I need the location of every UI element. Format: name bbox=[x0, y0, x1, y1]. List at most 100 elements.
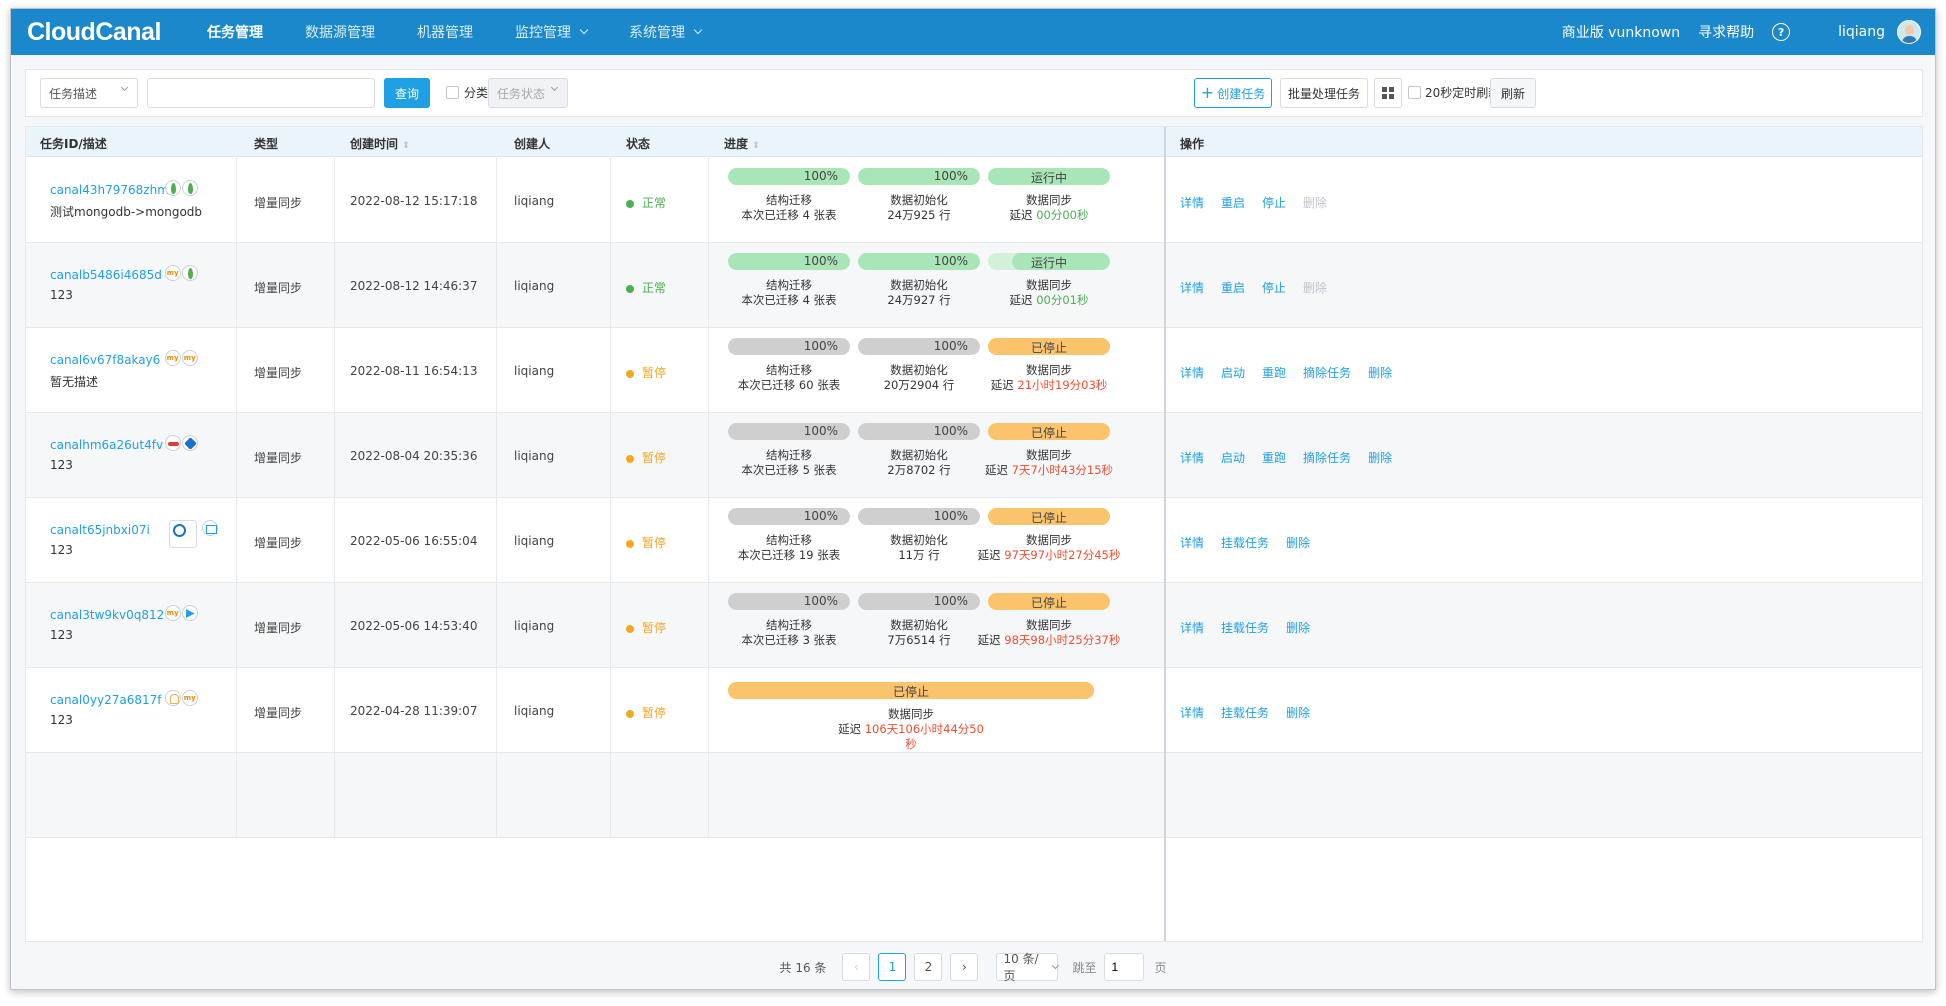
page-1-button[interactable]: 1 bbox=[878, 953, 907, 981]
action-2[interactable]: 重跑 bbox=[1262, 451, 1287, 465]
row-actions: 详情 启动 重跑 摘除任务 删除 bbox=[1180, 449, 1392, 466]
task-type: 增量同步 bbox=[254, 536, 303, 550]
action-0[interactable]: 详情 bbox=[1180, 366, 1205, 380]
delay-label: 延迟 bbox=[977, 633, 1001, 647]
action-1[interactable]: 挂载任务 bbox=[1221, 536, 1270, 550]
status-badge: 暂停 bbox=[626, 449, 666, 466]
header-created[interactable]: 创建时间 ⇕ bbox=[350, 135, 410, 152]
sync-progress-bar: 运行中 bbox=[988, 168, 1110, 185]
action-0[interactable]: 详情 bbox=[1180, 281, 1205, 295]
pagination: 共 16 条 ‹ 1 2 › 10 条/页 跳至 页 bbox=[11, 944, 1935, 989]
action-1[interactable]: 重启 bbox=[1221, 196, 1246, 210]
action-4[interactable]: 删除 bbox=[1368, 451, 1393, 465]
task-creator: liqiang bbox=[514, 449, 555, 463]
sync-name: 数据同步 bbox=[1026, 533, 1072, 547]
search-input[interactable] bbox=[147, 78, 375, 108]
struct-percent: 100% bbox=[803, 339, 838, 353]
action-2[interactable]: 删除 bbox=[1286, 706, 1311, 720]
status-dot bbox=[626, 200, 634, 208]
task-id-link[interactable]: canal3tw9kv0q812 bbox=[50, 608, 165, 622]
action-0[interactable]: 详情 bbox=[1180, 451, 1205, 465]
prev-page-button[interactable]: ‹ bbox=[842, 953, 871, 981]
status-text: 暂停 bbox=[642, 366, 667, 380]
task-id-link[interactable]: canal0yy27a6817f bbox=[50, 693, 162, 707]
table-row: canalb5486i4685d 123 增量同步 2022-08-12 14:46:… bbox=[26, 243, 1922, 328]
batch-process-button[interactable]: 批量处理任务 bbox=[1280, 78, 1368, 108]
task-id-link[interactable]: canalhm6a26ut4fv bbox=[50, 438, 164, 452]
action-2[interactable]: 删除 bbox=[1286, 621, 1311, 635]
struct-name: 结构迁移 bbox=[766, 533, 812, 547]
column-divider bbox=[236, 498, 237, 582]
task-id-link[interactable]: canalb5486i4685d bbox=[50, 268, 162, 282]
field-select[interactable]: 任务描述 bbox=[40, 78, 138, 108]
action-2[interactable]: 停止 bbox=[1262, 281, 1287, 295]
header-progress[interactable]: 进度 ⇕ bbox=[724, 135, 760, 152]
action-3[interactable]: 摘除任务 bbox=[1303, 366, 1352, 380]
action-0[interactable]: 详情 bbox=[1180, 621, 1205, 635]
struct-progress-bar: 100% bbox=[728, 338, 850, 355]
help-icon[interactable]: ? bbox=[1772, 23, 1791, 41]
status-select[interactable]: 任务状态 bbox=[488, 78, 568, 108]
task-creator: liqiang bbox=[514, 194, 555, 208]
action-1[interactable]: 挂载任务 bbox=[1221, 621, 1270, 635]
nav-item-4[interactable]: 系统管理 bbox=[629, 22, 703, 42]
auto-refresh-checkbox[interactable] bbox=[1408, 86, 1421, 99]
struct-percent: 100% bbox=[803, 254, 838, 268]
user-name[interactable]: liqiang bbox=[1838, 24, 1885, 40]
action-1[interactable]: 启动 bbox=[1221, 366, 1246, 380]
action-2[interactable]: 删除 bbox=[1286, 536, 1311, 550]
help-link[interactable]: 寻求帮助 bbox=[1698, 25, 1755, 41]
action-1[interactable]: 启动 bbox=[1221, 451, 1246, 465]
action-0[interactable]: 详情 bbox=[1180, 196, 1205, 210]
next-page-button[interactable]: › bbox=[950, 953, 979, 981]
nav-item-0[interactable]: 任务管理 bbox=[207, 22, 263, 42]
column-divider bbox=[236, 328, 237, 412]
query-button[interactable]: 查询 bbox=[384, 78, 430, 108]
struct-label: 结构迁移 本次已迁移 4 张表 bbox=[714, 278, 864, 308]
table-row: canal3tw9kv0q812 123 增量同步 2022-05-06 14:53:… bbox=[26, 583, 1922, 668]
task-created: 2022-05-06 16:55:04 bbox=[350, 534, 478, 548]
grid-view-button[interactable] bbox=[1374, 78, 1402, 108]
nav-item-3[interactable]: 监控管理 bbox=[515, 22, 589, 42]
avatar[interactable] bbox=[1897, 20, 1921, 44]
sync-label: 数据同步 延迟 98天98小时25分37秒 bbox=[974, 618, 1124, 648]
header-progress-label: 进度 bbox=[724, 137, 749, 151]
status-badge: 正常 bbox=[626, 279, 666, 296]
action-3[interactable]: 摘除任务 bbox=[1303, 451, 1352, 465]
nav-item-2[interactable]: 机器管理 bbox=[417, 22, 473, 42]
task-id-link[interactable]: canal43h79768zhm bbox=[50, 183, 169, 197]
status-dot bbox=[626, 625, 634, 633]
task-id-link[interactable]: canalt65jnbxi07i bbox=[50, 523, 150, 537]
action-3[interactable]: 删除 bbox=[1303, 281, 1328, 295]
init-detail: 11万 行 bbox=[898, 548, 940, 562]
action-3[interactable]: 删除 bbox=[1303, 196, 1328, 210]
column-divider bbox=[610, 413, 611, 497]
action-1[interactable]: 重启 bbox=[1221, 281, 1246, 295]
init-progress-fill bbox=[858, 423, 980, 440]
action-0[interactable]: 详情 bbox=[1180, 706, 1205, 720]
struct-label: 结构迁移 本次已迁移 5 张表 bbox=[714, 448, 864, 478]
chevron-down-icon bbox=[550, 83, 559, 92]
jump-input[interactable] bbox=[1104, 953, 1145, 981]
nav-item-label: 机器管理 bbox=[417, 25, 473, 41]
page-size-value: 10 条/页 bbox=[1003, 952, 1039, 983]
page-size-select[interactable]: 10 条/页 bbox=[996, 952, 1059, 983]
sync-label: 数据同步 延迟 106天106小时44分50秒 bbox=[836, 707, 986, 752]
action-2[interactable]: 停止 bbox=[1262, 196, 1287, 210]
pager-total: 共 16 条 bbox=[779, 960, 827, 975]
status-dot bbox=[626, 285, 634, 293]
column-divider bbox=[496, 583, 497, 667]
action-4[interactable]: 删除 bbox=[1368, 366, 1393, 380]
refresh-button[interactable]: 刷新 bbox=[1490, 78, 1536, 108]
init-progress-bar: 100% bbox=[858, 508, 980, 525]
task-creator: liqiang bbox=[514, 279, 555, 293]
action-1[interactable]: 挂载任务 bbox=[1221, 706, 1270, 720]
action-2[interactable]: 重跑 bbox=[1262, 366, 1287, 380]
sync-progress-bar: 已停止 bbox=[988, 593, 1110, 610]
task-id-link[interactable]: canal6v67f8akay6 bbox=[50, 353, 161, 367]
page-2-button[interactable]: 2 bbox=[914, 953, 943, 981]
create-task-button[interactable]: + 创建任务 bbox=[1194, 78, 1272, 108]
action-0[interactable]: 详情 bbox=[1180, 536, 1205, 550]
category-checkbox[interactable] bbox=[446, 86, 459, 99]
nav-item-1[interactable]: 数据源管理 bbox=[305, 22, 375, 42]
